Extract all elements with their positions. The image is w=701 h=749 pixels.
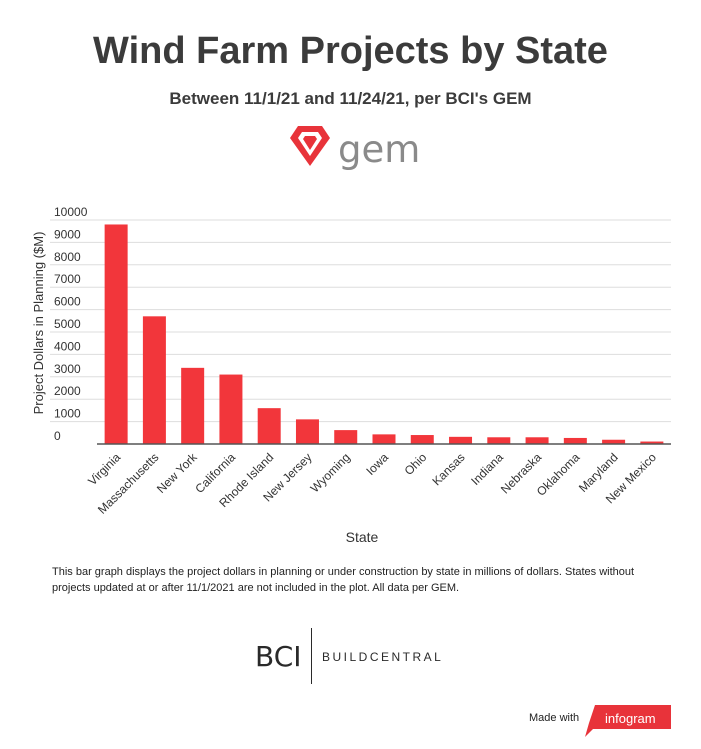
bar bbox=[525, 437, 549, 444]
y-tick-label: 3000 bbox=[54, 362, 81, 376]
bar bbox=[602, 439, 626, 444]
bci-logo-divider bbox=[311, 628, 312, 684]
bci-logo: BCI BUILDCENTRAL bbox=[255, 628, 455, 686]
y-tick-label: 4000 bbox=[54, 339, 81, 353]
chart-caption: This bar graph displays the project doll… bbox=[52, 566, 635, 594]
y-tick-labels: 0 1000 2000 3000 4000 5000 6000 7000 8000 9000 100… bbox=[54, 205, 88, 443]
gem-logo-text: gem bbox=[338, 128, 421, 171]
bar bbox=[487, 437, 511, 444]
y-tick-label: 10000 bbox=[54, 205, 88, 219]
bci-logo-subtext: BUILDCENTRAL bbox=[322, 650, 444, 664]
chart-subtitle: Between 11/1/21 and 11/24/21, per BCI's … bbox=[169, 89, 532, 108]
bar bbox=[142, 316, 166, 444]
x-tick-label: Indiana bbox=[468, 450, 506, 488]
gem-logo: gem bbox=[290, 122, 420, 174]
bar-chart: 0 1000 2000 3000 4000 5000 6000 7000 8000 9000 100… bbox=[31, 205, 671, 545]
bar bbox=[334, 430, 358, 444]
x-tick-label: New York bbox=[154, 450, 200, 496]
bars bbox=[104, 224, 664, 444]
bar bbox=[640, 441, 664, 444]
chart-title: Wind Farm Projects by State bbox=[93, 30, 608, 72]
gem-diamond-icon bbox=[290, 126, 330, 166]
x-tick-label: Kansas bbox=[429, 450, 467, 488]
bar bbox=[181, 367, 205, 444]
bar bbox=[104, 224, 128, 444]
y-tick-label: 0 bbox=[54, 429, 61, 443]
y-tick-label: 7000 bbox=[54, 272, 81, 286]
y-axis-label: Project Dollars in Planning ($M) bbox=[31, 232, 46, 415]
infogram-logo-text: infogram bbox=[605, 711, 656, 726]
made-with-label: Made with bbox=[529, 712, 580, 724]
bar bbox=[219, 374, 243, 444]
bar bbox=[257, 408, 281, 444]
y-tick-label: 9000 bbox=[54, 227, 81, 241]
y-tick-label: 5000 bbox=[54, 317, 81, 331]
bar bbox=[372, 434, 396, 444]
bar bbox=[449, 436, 473, 444]
x-tick-label: Ohio bbox=[402, 450, 430, 478]
bar bbox=[410, 435, 434, 444]
y-tick-label: 8000 bbox=[54, 250, 81, 264]
y-tick-label: 1000 bbox=[54, 407, 81, 421]
bci-logo-text: BCI bbox=[255, 640, 302, 673]
y-tick-label: 2000 bbox=[54, 384, 81, 398]
x-tick-label: Virginia bbox=[85, 450, 123, 488]
y-tick-label: 6000 bbox=[54, 295, 81, 309]
infogram-badge-link[interactable]: infogram bbox=[585, 705, 675, 737]
bar bbox=[563, 437, 587, 444]
x-tick-label: Iowa bbox=[363, 450, 391, 478]
x-axis-label: State bbox=[346, 529, 379, 545]
x-tick-label: Wyoming bbox=[308, 450, 353, 495]
bar bbox=[295, 419, 319, 444]
infogram-badge-shape bbox=[585, 705, 671, 737]
